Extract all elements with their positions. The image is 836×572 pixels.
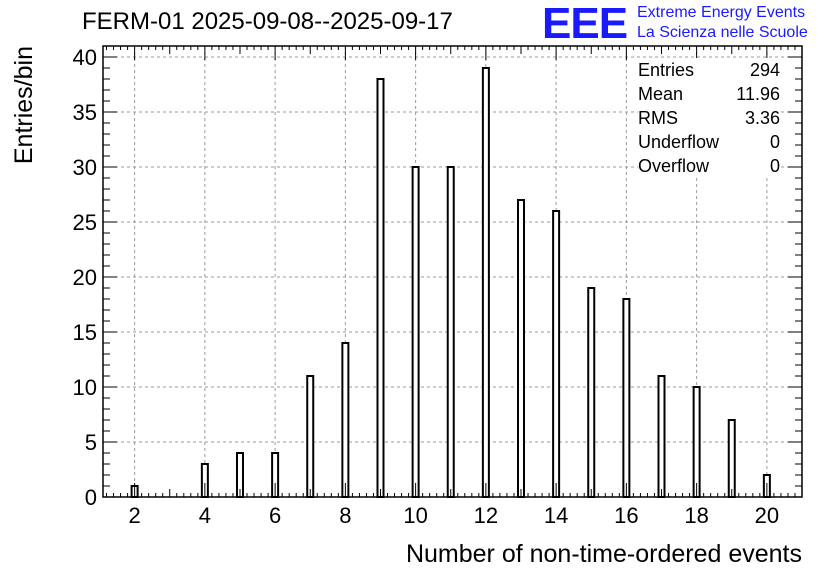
y-tick-label: 35 <box>73 100 97 125</box>
x-tick-label: 2 <box>128 503 140 528</box>
eee-logo: EEE <box>542 0 628 48</box>
stat-label: Mean <box>638 84 684 104</box>
x-tick-label: 14 <box>544 503 568 528</box>
x-tick-label: 4 <box>199 503 211 528</box>
y-tick-label: 25 <box>73 210 97 235</box>
stat-value: 11.96 <box>736 84 780 104</box>
x-tick-label: 20 <box>755 503 779 528</box>
y-tick-label: 20 <box>73 265 97 290</box>
histogram-bar <box>552 210 561 498</box>
y-tick-label: 5 <box>85 430 97 455</box>
stat-label: RMS <box>638 108 678 128</box>
x-tick-label: 8 <box>339 503 351 528</box>
stat-value: 294 <box>749 60 780 80</box>
x-tick-label: 16 <box>614 503 638 528</box>
histogram-bar <box>692 386 701 498</box>
chart-title: FERM-01 2025-09-08--2025-09-17 <box>82 8 453 35</box>
histogram-bar <box>306 375 315 498</box>
x-tick-label: 18 <box>684 503 708 528</box>
stat-label: Entries <box>638 60 695 80</box>
histogram-bar <box>376 78 385 498</box>
stat-row-mean: Mean 11.96 <box>638 82 780 106</box>
y-tick-label: 10 <box>73 375 97 400</box>
y-axis-label: Entries/bin <box>10 46 38 164</box>
stat-row-entries: Entries 294 <box>638 58 780 82</box>
stat-value: 0 <box>769 156 780 176</box>
stat-row-overflow: Overflow 0 <box>638 154 780 178</box>
histogram-bar <box>516 199 525 498</box>
histogram-bar <box>657 375 666 498</box>
stat-label: Underflow <box>638 132 720 152</box>
x-tick-label: 6 <box>269 503 281 528</box>
histogram-bar <box>446 166 455 498</box>
logo-line-2: La Scienza nelle Scuole <box>637 24 808 41</box>
histogram-bar <box>341 342 350 498</box>
y-tick-label: 40 <box>73 45 97 70</box>
x-tick-label: 10 <box>403 503 427 528</box>
histogram-bar <box>622 298 631 498</box>
y-tick-label: 30 <box>73 155 97 180</box>
stat-value: 0 <box>769 132 780 152</box>
stat-row-underflow: Underflow 0 <box>638 130 780 154</box>
y-tick-label: 0 <box>85 485 97 510</box>
stat-row-rms: RMS 3.36 <box>638 106 780 130</box>
histogram-bar <box>587 287 596 498</box>
stat-label: Overflow <box>638 156 710 176</box>
stats-box: Entries 294 Mean 11.96 RMS 3.36 Underflo… <box>638 58 780 178</box>
histogram-bar <box>481 67 490 498</box>
stat-value: 3.36 <box>744 108 780 128</box>
logo-line-1: Extreme Energy Events <box>637 4 806 21</box>
plot-frame <box>102 45 803 498</box>
histogram-bar <box>411 166 420 498</box>
y-tick-label: 15 <box>73 320 97 345</box>
x-axis-label: Number of non-time-ordered events <box>406 540 802 568</box>
histogram-bar <box>727 419 736 498</box>
x-tick-label: 12 <box>474 503 498 528</box>
